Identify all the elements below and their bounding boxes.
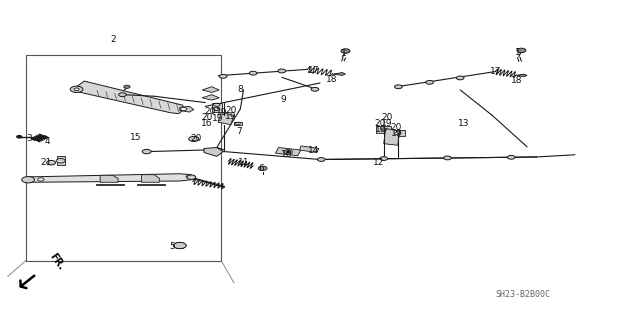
Circle shape	[47, 160, 56, 165]
Text: 17: 17	[308, 66, 319, 75]
Text: 18: 18	[326, 75, 337, 84]
Polygon shape	[275, 147, 301, 156]
Polygon shape	[333, 72, 346, 75]
Circle shape	[317, 158, 325, 161]
Polygon shape	[141, 175, 159, 182]
Circle shape	[74, 88, 79, 91]
Text: SH23-B2B00C: SH23-B2B00C	[495, 290, 550, 299]
Circle shape	[380, 157, 388, 160]
Circle shape	[249, 71, 257, 75]
Polygon shape	[212, 103, 222, 112]
Polygon shape	[180, 106, 194, 112]
Circle shape	[456, 76, 464, 80]
Text: 20: 20	[391, 123, 402, 132]
Polygon shape	[57, 156, 65, 165]
Text: 16: 16	[201, 119, 212, 128]
Circle shape	[173, 242, 186, 249]
Text: 17: 17	[490, 67, 501, 76]
Text: 8: 8	[237, 85, 243, 94]
Polygon shape	[96, 183, 124, 185]
Circle shape	[517, 48, 526, 53]
Polygon shape	[390, 130, 405, 137]
Text: 20: 20	[225, 106, 236, 115]
Circle shape	[311, 87, 319, 91]
Polygon shape	[137, 183, 165, 185]
Text: 19: 19	[225, 112, 237, 121]
Polygon shape	[384, 129, 399, 145]
Text: 7: 7	[236, 127, 242, 136]
Text: 3: 3	[26, 134, 31, 144]
Circle shape	[189, 137, 199, 141]
Circle shape	[70, 86, 83, 93]
Text: 11: 11	[238, 158, 250, 167]
Circle shape	[444, 156, 451, 160]
Polygon shape	[376, 126, 392, 133]
Text: 19: 19	[216, 108, 227, 116]
Text: 19: 19	[212, 114, 224, 123]
Polygon shape	[28, 174, 191, 182]
Text: 21: 21	[40, 158, 52, 167]
Text: 19: 19	[390, 129, 402, 138]
Polygon shape	[202, 87, 220, 93]
Circle shape	[258, 166, 267, 171]
Text: 12: 12	[373, 158, 384, 167]
Text: 4: 4	[44, 137, 50, 146]
Polygon shape	[100, 175, 118, 182]
Circle shape	[426, 80, 433, 84]
Text: 19: 19	[381, 119, 393, 128]
Text: FR.: FR.	[48, 252, 67, 272]
Text: 20: 20	[201, 113, 212, 122]
Circle shape	[220, 74, 227, 78]
Circle shape	[118, 93, 126, 97]
Polygon shape	[300, 146, 319, 152]
Text: 19: 19	[375, 125, 387, 134]
Text: 1: 1	[340, 49, 346, 58]
Polygon shape	[202, 95, 220, 100]
Text: 10: 10	[281, 150, 292, 159]
Text: 2: 2	[110, 35, 116, 44]
Polygon shape	[204, 147, 223, 156]
Text: 15: 15	[129, 133, 141, 142]
Text: 20: 20	[381, 113, 392, 122]
Text: 9: 9	[280, 95, 286, 104]
Text: 13: 13	[458, 119, 470, 128]
Circle shape	[180, 107, 187, 110]
Polygon shape	[77, 81, 185, 114]
Polygon shape	[234, 122, 243, 125]
Text: 18: 18	[511, 76, 522, 85]
Circle shape	[38, 178, 44, 181]
Circle shape	[17, 136, 22, 138]
Circle shape	[341, 49, 350, 53]
Circle shape	[394, 85, 402, 89]
Circle shape	[508, 155, 515, 159]
Circle shape	[187, 175, 196, 179]
Polygon shape	[516, 74, 527, 77]
Text: 20: 20	[204, 107, 216, 116]
Circle shape	[286, 151, 290, 153]
Text: 6: 6	[259, 165, 264, 174]
Text: 20: 20	[190, 134, 202, 144]
Circle shape	[124, 85, 130, 88]
Circle shape	[142, 149, 151, 154]
Text: 20: 20	[375, 119, 386, 128]
Text: 5: 5	[170, 242, 175, 251]
Circle shape	[56, 159, 65, 163]
Text: 14: 14	[308, 145, 319, 154]
Circle shape	[22, 177, 35, 183]
Text: 1: 1	[515, 48, 520, 57]
Polygon shape	[218, 113, 234, 125]
Circle shape	[278, 69, 285, 73]
